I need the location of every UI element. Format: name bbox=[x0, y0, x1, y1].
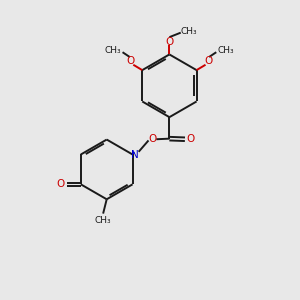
Text: CH₃: CH₃ bbox=[181, 27, 197, 36]
Text: O: O bbox=[126, 56, 134, 66]
Text: O: O bbox=[56, 179, 65, 189]
Text: O: O bbox=[148, 134, 157, 144]
Text: O: O bbox=[204, 56, 213, 66]
Text: N: N bbox=[130, 150, 138, 160]
Text: CH₃: CH₃ bbox=[94, 216, 111, 225]
Text: CH₃: CH₃ bbox=[105, 46, 121, 55]
Text: O: O bbox=[187, 134, 195, 144]
Text: O: O bbox=[165, 37, 173, 47]
Text: CH₃: CH₃ bbox=[218, 46, 234, 55]
